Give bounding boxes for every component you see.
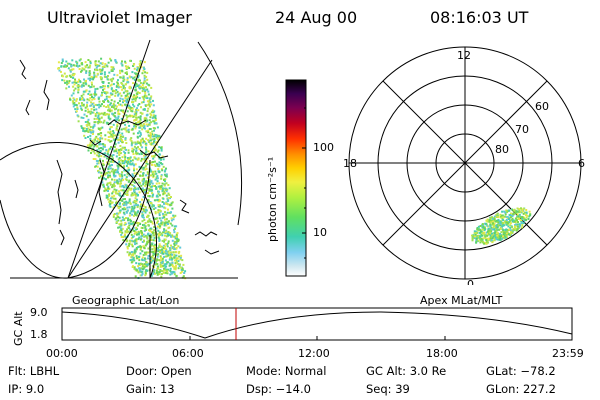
lat-label-60: 60 bbox=[535, 100, 549, 113]
mode-value: Mode: Normal bbox=[246, 364, 327, 378]
mlt-label-12: 12 bbox=[457, 49, 471, 62]
altitude-curve bbox=[61, 311, 573, 339]
time-tick-1200: 12:00 bbox=[298, 347, 330, 360]
geographic-panel-label: Geographic Lat/Lon bbox=[72, 294, 180, 307]
colorbar-gradient bbox=[285, 79, 307, 277]
dsp-value: Dsp: −14.0 bbox=[246, 382, 311, 396]
mlt-label-6: 6 bbox=[578, 157, 585, 170]
colorbar-tick-10: 10 bbox=[313, 226, 327, 239]
ip-value: IP: 9.0 bbox=[8, 382, 45, 396]
altitude-plot-frame bbox=[61, 307, 573, 341]
polar-panel-label: Apex MLat/MLT bbox=[420, 294, 503, 307]
observation-time: 08:16:03 UT bbox=[430, 8, 529, 27]
aurora-emission-geographic bbox=[57, 57, 187, 280]
sequence-value: Seq: 39 bbox=[366, 382, 410, 396]
colorbar bbox=[285, 79, 307, 277]
gc-alt-value: GC Alt: 3.0 Re bbox=[366, 364, 447, 378]
colorbar-tick-100: 100 bbox=[313, 141, 334, 154]
glat-value: GLat: −78.2 bbox=[486, 364, 556, 378]
mlt-label-18: 18 bbox=[343, 157, 357, 170]
time-tick-1800: 18:00 bbox=[426, 347, 458, 360]
time-tick-0000: 00:00 bbox=[46, 347, 78, 360]
gain-value: Gain: 13 bbox=[126, 382, 175, 396]
altitude-tick-1-8: 1.8 bbox=[30, 328, 48, 341]
glon-value: GLon: 227.2 bbox=[486, 382, 556, 396]
geographic-grid bbox=[0, 39, 243, 279]
observation-date: 24 Aug 00 bbox=[275, 8, 358, 27]
lat-label-80: 80 bbox=[495, 143, 509, 156]
aurora-emission-polar bbox=[471, 207, 532, 245]
altitude-axis-label: GC Alt bbox=[12, 311, 25, 346]
polar-mlat-mlt-plot: 12 18 6 0 60 70 80 bbox=[343, 46, 585, 285]
instrument-title: Ultraviolet Imager bbox=[47, 8, 192, 27]
door-status: Door: Open bbox=[126, 364, 192, 378]
altitude-tick-9: 9.0 bbox=[30, 306, 48, 319]
colorbar-label: photon cm⁻²s⁻¹ bbox=[266, 156, 279, 242]
altitude-plot bbox=[61, 307, 573, 341]
mlt-label-0: 0 bbox=[467, 278, 474, 285]
filter-value: Flt: LBHL bbox=[8, 364, 60, 378]
coastlines bbox=[19, 59, 220, 255]
time-tick-0600: 06:00 bbox=[172, 347, 204, 360]
time-tick-2359: 23:59 bbox=[552, 347, 584, 360]
lat-label-70: 70 bbox=[515, 123, 529, 136]
polar-grid bbox=[348, 46, 582, 280]
